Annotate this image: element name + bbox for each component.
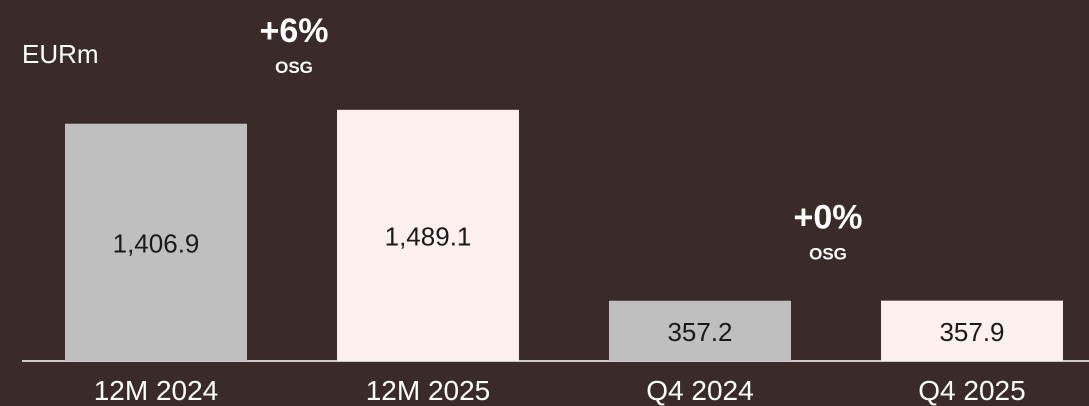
bar-12m-2024 [65, 123, 247, 361]
category-label: 12M 2025 [366, 375, 491, 406]
growth-value-annotation: +0% [794, 199, 863, 237]
category-label: Q4 2024 [646, 375, 753, 406]
value-label: 357.2 [667, 317, 732, 347]
bar-q4-2025 [881, 300, 1063, 361]
value-label: 1,406.9 [113, 228, 200, 258]
growth-label-annotation: OSG [809, 245, 847, 264]
category-label: Q4 2025 [918, 375, 1025, 406]
value-label: 357.9 [939, 317, 1004, 347]
bar-12m-2025 [337, 109, 519, 361]
unit-label: EURm [22, 39, 99, 69]
category-label: 12M 2024 [94, 375, 219, 406]
annotations-layer: +6% OSG +0% OSG [260, 12, 863, 264]
value-label: 1,489.1 [385, 221, 472, 251]
bar-q4-2024 [609, 300, 791, 361]
growth-label-annotation: OSG [275, 58, 313, 77]
growth-value-annotation: +6% [260, 12, 329, 50]
bars-layer [65, 109, 1063, 361]
labels-layer: 1,406.9 12M 2024 1,489.1 12M 2025 357.2 Q4 20… [94, 221, 1026, 406]
